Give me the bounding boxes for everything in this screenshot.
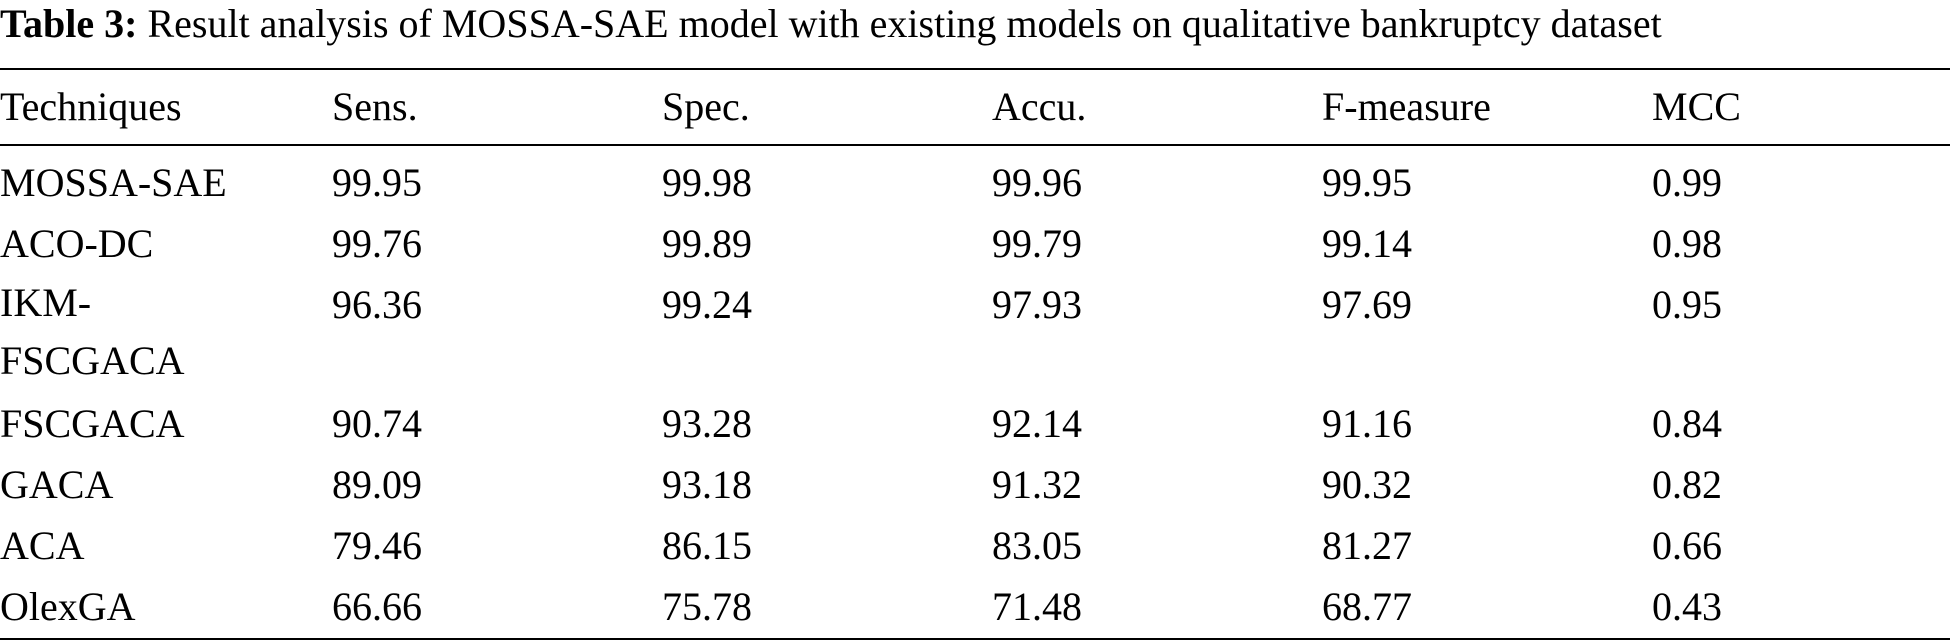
- cell-spec: 86.15: [662, 523, 752, 568]
- bottom-rule: [0, 638, 1950, 640]
- cell-spec: 99.89: [662, 221, 752, 266]
- cell-technique: FSCGACA: [0, 401, 185, 446]
- cell-mcc: 0.43: [1652, 584, 1722, 629]
- cell-spec: 93.18: [662, 462, 752, 507]
- cell-technique: ACA: [0, 523, 85, 568]
- cell-mcc: 0.98: [1652, 221, 1722, 266]
- table-row: ACO-DC 99.76 99.89 99.79 99.14 0.98: [0, 213, 1950, 274]
- header-spec: Spec.: [662, 84, 750, 129]
- cell-f-measure: 97.69: [1322, 282, 1412, 327]
- cell-sens: 89.09: [332, 462, 422, 507]
- cell-spec: 99.98: [662, 160, 752, 205]
- table-row: MOSSA-SAE 99.95 99.98 99.96 99.95 0.99: [0, 144, 1950, 213]
- table-row: FSCGACA 90.74 93.28 92.14 91.16 0.84: [0, 393, 1950, 454]
- top-rule: [0, 68, 1950, 70]
- table-row: OlexGA 66.66 75.78 71.48 68.77 0.43: [0, 576, 1950, 637]
- cell-spec: 75.78: [662, 584, 752, 629]
- cell-f-measure: 90.32: [1322, 462, 1412, 507]
- cell-accu: 71.48: [992, 584, 1082, 629]
- header-accu: Accu.: [992, 84, 1087, 129]
- cell-mcc: 0.66: [1652, 523, 1722, 568]
- cell-sens: 99.95: [332, 160, 422, 205]
- cell-technique-line2: FSCGACA: [0, 338, 185, 383]
- cell-f-measure: 81.27: [1322, 523, 1412, 568]
- cell-accu: 99.79: [992, 221, 1082, 266]
- cell-f-measure: 99.95: [1322, 160, 1412, 205]
- cell-f-measure: 68.77: [1322, 584, 1412, 629]
- header-rule: [0, 144, 1950, 146]
- header-row: Techniques Sens. Spec. Accu. F-measure M…: [0, 70, 1950, 144]
- cell-mcc: 0.99: [1652, 160, 1722, 205]
- cell-technique: OlexGA: [0, 584, 136, 629]
- cell-sens: 79.46: [332, 523, 422, 568]
- cell-accu: 92.14: [992, 401, 1082, 446]
- header-mcc: MCC: [1652, 84, 1741, 129]
- cell-accu: 99.96: [992, 160, 1082, 205]
- table-row: IKM- FSCGACA 96.36 99.24 97.93 97.69 0.95: [0, 274, 1950, 393]
- cell-accu: 97.93: [992, 282, 1082, 327]
- table-caption-text: Result analysis of MOSSA-SAE model with …: [137, 1, 1662, 46]
- header-techniques: Techniques: [0, 84, 182, 129]
- table-caption-label: Table 3:: [0, 1, 138, 46]
- cell-technique: ACO-DC: [0, 221, 154, 266]
- cell-accu: 83.05: [992, 523, 1082, 568]
- cell-f-measure: 91.16: [1322, 401, 1412, 446]
- cell-mcc: 0.84: [1652, 401, 1722, 446]
- cell-technique-line1: IKM-: [0, 280, 92, 325]
- cell-mcc: 0.82: [1652, 462, 1722, 507]
- header-sens: Sens.: [332, 84, 418, 129]
- cell-sens: 90.74: [332, 401, 422, 446]
- cell-technique: GACA: [0, 462, 114, 507]
- results-table: Techniques Sens. Spec. Accu. F-measure M…: [0, 70, 1950, 637]
- table-caption: Table 3: Result analysis of MOSSA-SAE mo…: [0, 0, 1662, 60]
- table-row: ACA 79.46 86.15 83.05 81.27 0.66: [0, 515, 1950, 576]
- cell-sens: 66.66: [332, 584, 422, 629]
- cell-technique: IKM- FSCGACA: [0, 274, 332, 393]
- cell-sens: 99.76: [332, 221, 422, 266]
- table-row: GACA 89.09 93.18 91.32 90.32 0.82: [0, 454, 1950, 515]
- cell-mcc: 0.95: [1652, 282, 1722, 327]
- cell-accu: 91.32: [992, 462, 1082, 507]
- header-f-measure: F-measure: [1322, 84, 1491, 129]
- cell-spec: 99.24: [662, 282, 752, 327]
- cell-technique: MOSSA-SAE: [0, 160, 227, 205]
- cell-f-measure: 99.14: [1322, 221, 1412, 266]
- cell-spec: 93.28: [662, 401, 752, 446]
- cell-sens: 96.36: [332, 282, 422, 327]
